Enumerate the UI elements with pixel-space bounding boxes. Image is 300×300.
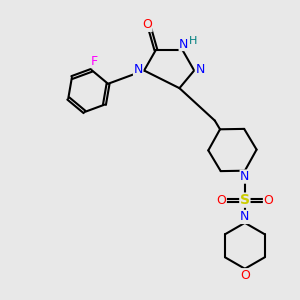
Text: S: S [240, 193, 250, 207]
Text: N: N [240, 170, 250, 183]
Text: N: N [240, 210, 250, 224]
Text: N: N [179, 38, 188, 50]
Text: O: O [216, 194, 226, 207]
Text: N: N [195, 62, 205, 76]
Text: F: F [91, 55, 98, 68]
Text: N: N [134, 62, 143, 76]
Text: O: O [142, 18, 152, 32]
Text: O: O [263, 194, 273, 207]
Text: H: H [188, 36, 197, 46]
Text: O: O [240, 269, 250, 282]
